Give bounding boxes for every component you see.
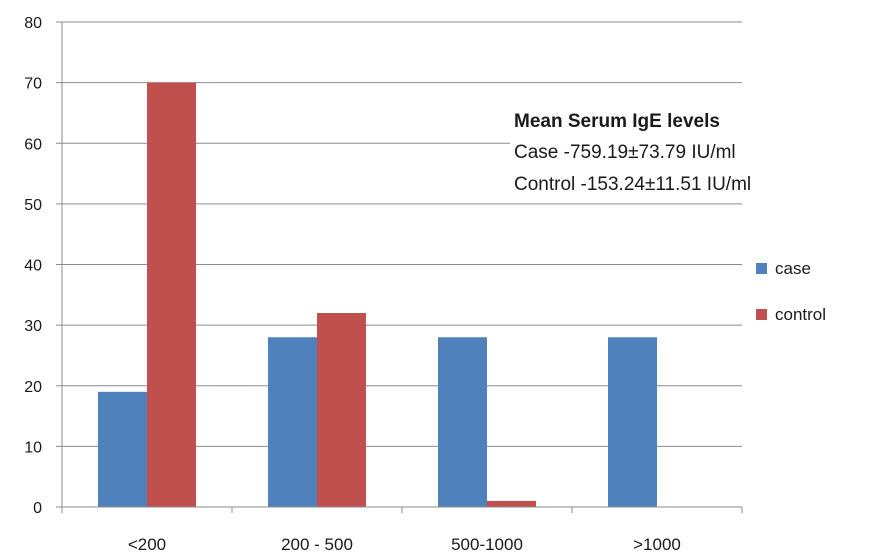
bars [98,82,657,507]
x-tick-labels: <200 200 - 500 500-1000 >1000 [128,535,681,554]
axes [56,21,743,513]
y-tick-label: 20 [24,379,42,396]
mean-ige-annotation: Mean Serum IgE levels Case -759.19±73.79… [510,105,756,203]
annotation-title: Mean Serum IgE levels [514,111,720,132]
legend-swatch-case [756,263,767,274]
y-tick-label: 80 [24,15,42,32]
y-tick-label: 50 [24,197,42,214]
y-tick-labels: 0 10 20 30 40 50 60 70 80 [24,15,42,517]
bar-case [438,337,487,507]
legend-swatch-control [756,309,767,320]
bar-control [147,82,196,507]
bar-case [608,337,657,507]
legend: case control [756,259,826,324]
annotation-case-line: Case -759.19±73.79 IU/ml [514,142,736,163]
x-tick-label: >1000 [633,535,681,554]
y-tick-label: 40 [24,258,42,275]
x-tick-label: <200 [128,535,166,554]
annotation-control-line: Control -153.24±11.51 IU/ml [514,174,752,195]
y-tick-label: 70 [24,76,42,93]
x-tick-label: 200 - 500 [281,535,353,554]
y-tick-label: 10 [24,439,42,456]
bar-control [317,313,366,507]
legend-label-case: case [775,259,811,278]
x-tick-label: 500-1000 [451,535,523,554]
y-tick-label: 0 [33,500,42,517]
y-tick-label: 30 [24,318,42,335]
bar-case [98,391,147,507]
legend-label-control: control [775,305,826,324]
bar-case [268,337,317,507]
y-tick-label: 60 [24,136,42,153]
bar-control [487,500,536,507]
